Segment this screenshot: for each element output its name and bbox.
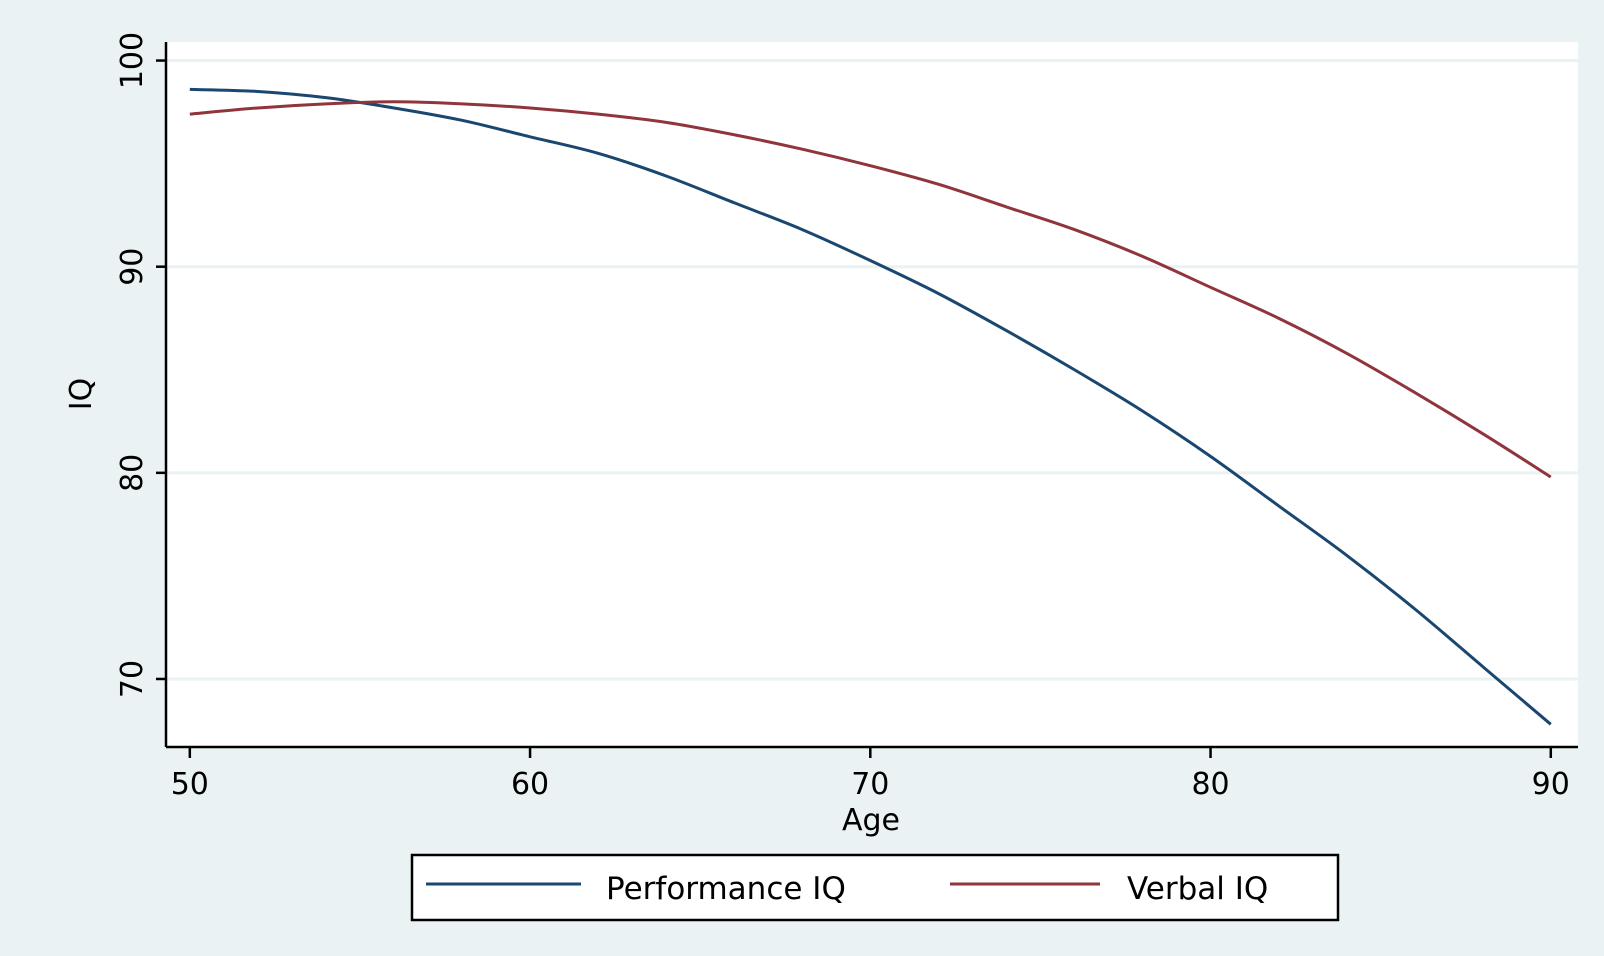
y-tick-label: 80 bbox=[115, 454, 150, 492]
y-tick-label: 90 bbox=[115, 248, 150, 286]
y-axis-title: IQ bbox=[64, 378, 99, 410]
x-tick-label: 60 bbox=[511, 767, 549, 802]
legend-label-performance: Performance IQ bbox=[606, 871, 846, 907]
plot-area bbox=[165, 42, 1578, 747]
grid-lines bbox=[167, 59, 1578, 681]
x-tick-label: 50 bbox=[171, 767, 209, 802]
series-lines bbox=[189, 87, 1552, 726]
legend: Performance IQ Verbal IQ bbox=[410, 853, 1340, 922]
x-tick-label: 90 bbox=[1532, 767, 1570, 802]
x-axis-title: Age bbox=[842, 803, 900, 838]
legend-label-verbal: Verbal IQ bbox=[1127, 871, 1268, 907]
series-line-performance bbox=[189, 87, 1552, 726]
legend-box bbox=[410, 853, 1340, 922]
series-line-verbal bbox=[189, 100, 1552, 479]
y-tick-label: 70 bbox=[115, 660, 150, 698]
x-tick-label: 80 bbox=[1191, 767, 1229, 802]
y-tick-label: 100 bbox=[115, 32, 150, 89]
x-tick-label: 70 bbox=[851, 767, 889, 802]
axis-ticks: 70 80 90 100 50 60 70 80 90 bbox=[115, 32, 1570, 802]
axes bbox=[164, 42, 1578, 749]
